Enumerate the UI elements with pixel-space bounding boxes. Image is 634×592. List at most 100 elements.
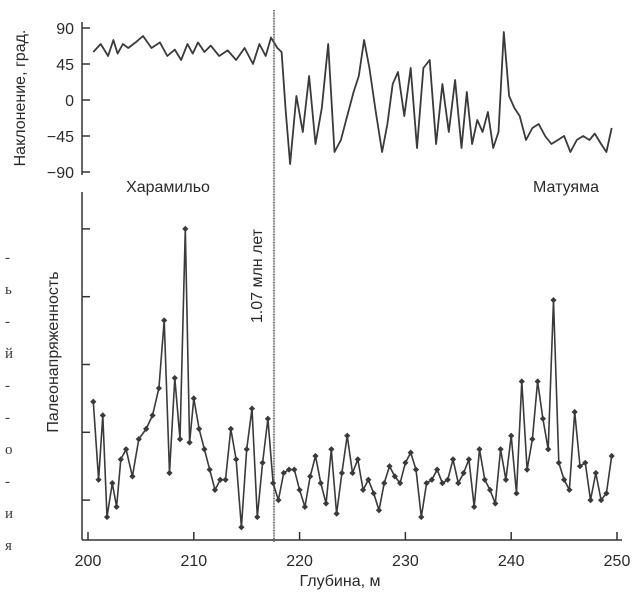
intensity-point (171, 374, 178, 382)
intensity-point (444, 476, 451, 483)
intensity-point (248, 405, 256, 412)
intensity-point (529, 435, 536, 443)
intensity-point (243, 446, 250, 453)
intensity-point (566, 486, 573, 494)
adjacent-column-text: - ь - й - - о - ия (5, 250, 13, 554)
intensity-point (471, 503, 478, 510)
intensity-point (560, 476, 568, 483)
intensity-point (227, 425, 234, 433)
intensity-point (122, 446, 130, 453)
adjacent-column-fragment: - (5, 314, 10, 330)
inclination-panel: 90 45 0 −45 −90 Наклонение, град. (12, 21, 613, 182)
intensity-point (201, 446, 208, 453)
intensity-point (259, 459, 266, 466)
intensity-point (513, 490, 520, 497)
intensity-point (222, 476, 229, 483)
depth-tick-label: 240 (498, 553, 525, 570)
intensity-point (423, 480, 430, 487)
boundary-age-label: 1.07 млн лет (249, 228, 266, 323)
depth-tick-label: 210 (180, 553, 207, 570)
intensity-point (301, 503, 309, 510)
depth-tick-label: 230 (392, 553, 419, 570)
intensity-point (402, 459, 409, 466)
intensity-point (449, 456, 457, 463)
intensity-point (280, 469, 287, 477)
depth-tick-label: 220 (286, 553, 313, 570)
intensity-point (396, 480, 404, 487)
adjacent-column-fragment: - (5, 474, 10, 490)
adjacent-column-fragment: и (5, 506, 13, 522)
intensity-point (103, 513, 111, 521)
intensity-point (317, 480, 324, 487)
intensity-point (129, 473, 136, 480)
intensity-point (206, 466, 213, 473)
inclination-tick-label: −45 (47, 129, 74, 146)
intensity-point (370, 490, 377, 497)
jaramillo-label: Харамильо (126, 179, 210, 196)
intensity-point (182, 225, 189, 233)
intensity-point (344, 432, 351, 439)
intensity-point (375, 507, 383, 514)
intensity-point (211, 486, 219, 494)
inclination-tick-label: −90 (47, 165, 74, 182)
intensity-point (518, 378, 525, 385)
intensity-point (264, 415, 271, 422)
intensity-point (270, 480, 277, 487)
inclination-tick-label: 0 (65, 93, 74, 110)
depth-x-ticks: 200 210 220 230 240 250 (75, 532, 631, 570)
intensity-point (412, 466, 420, 473)
intensity-point (386, 463, 393, 470)
intensity-point (460, 469, 467, 477)
intensity-point (534, 378, 541, 385)
intensity-panel: 200 210 220 230 240 250 Палеонапряженность Гл… (45, 179, 630, 590)
intensity-point (359, 486, 367, 494)
intensity-point (195, 425, 203, 433)
intensity-point (161, 317, 168, 324)
adjacent-column-fragment: - (5, 410, 10, 426)
intensity-point (508, 432, 515, 439)
intensity-point (555, 459, 562, 466)
intensity-point (349, 469, 356, 477)
intensity-point (117, 456, 124, 463)
intensity-point (492, 500, 499, 507)
intensity-point (113, 503, 120, 510)
intensity-point (217, 476, 224, 483)
intensity-point (176, 435, 184, 443)
intensity-point (571, 408, 578, 416)
intensity-point (338, 469, 346, 477)
intensity-point (418, 513, 425, 521)
intensity-point (476, 446, 483, 453)
intensity-point (455, 480, 462, 487)
intensity-point (254, 513, 261, 521)
intensity-point (439, 480, 446, 487)
matuyama-label: Матуяма (533, 179, 599, 196)
intensity-point (587, 496, 594, 504)
intensity-point (333, 510, 340, 517)
intensity-point (149, 412, 156, 419)
intensity-point (486, 486, 494, 494)
intensity-point (238, 524, 245, 531)
depth-tick-label: 250 (604, 553, 631, 570)
intensity-point (365, 476, 372, 483)
intensity-point (502, 476, 510, 483)
adjacent-column-fragment: - (5, 250, 10, 266)
intensity-point (109, 480, 116, 487)
intensity-point (166, 469, 173, 477)
intensity-point (95, 476, 102, 483)
adjacent-column-fragment: й (5, 346, 13, 362)
depth-tick-label: 200 (75, 553, 102, 570)
intensity-point (155, 385, 162, 392)
intensity-point (407, 449, 414, 456)
intensity-point (90, 398, 97, 405)
intensity-point (428, 476, 435, 483)
intensity-series-line (92, 228, 613, 528)
intensity-point (322, 500, 330, 507)
intensity-point (307, 473, 314, 480)
intensity-point (291, 466, 298, 473)
intensity-points (90, 225, 615, 531)
intensity-point (539, 415, 547, 422)
intensity-point (545, 446, 552, 453)
intensity-y-ticks (82, 228, 90, 501)
intensity-point (328, 446, 335, 453)
